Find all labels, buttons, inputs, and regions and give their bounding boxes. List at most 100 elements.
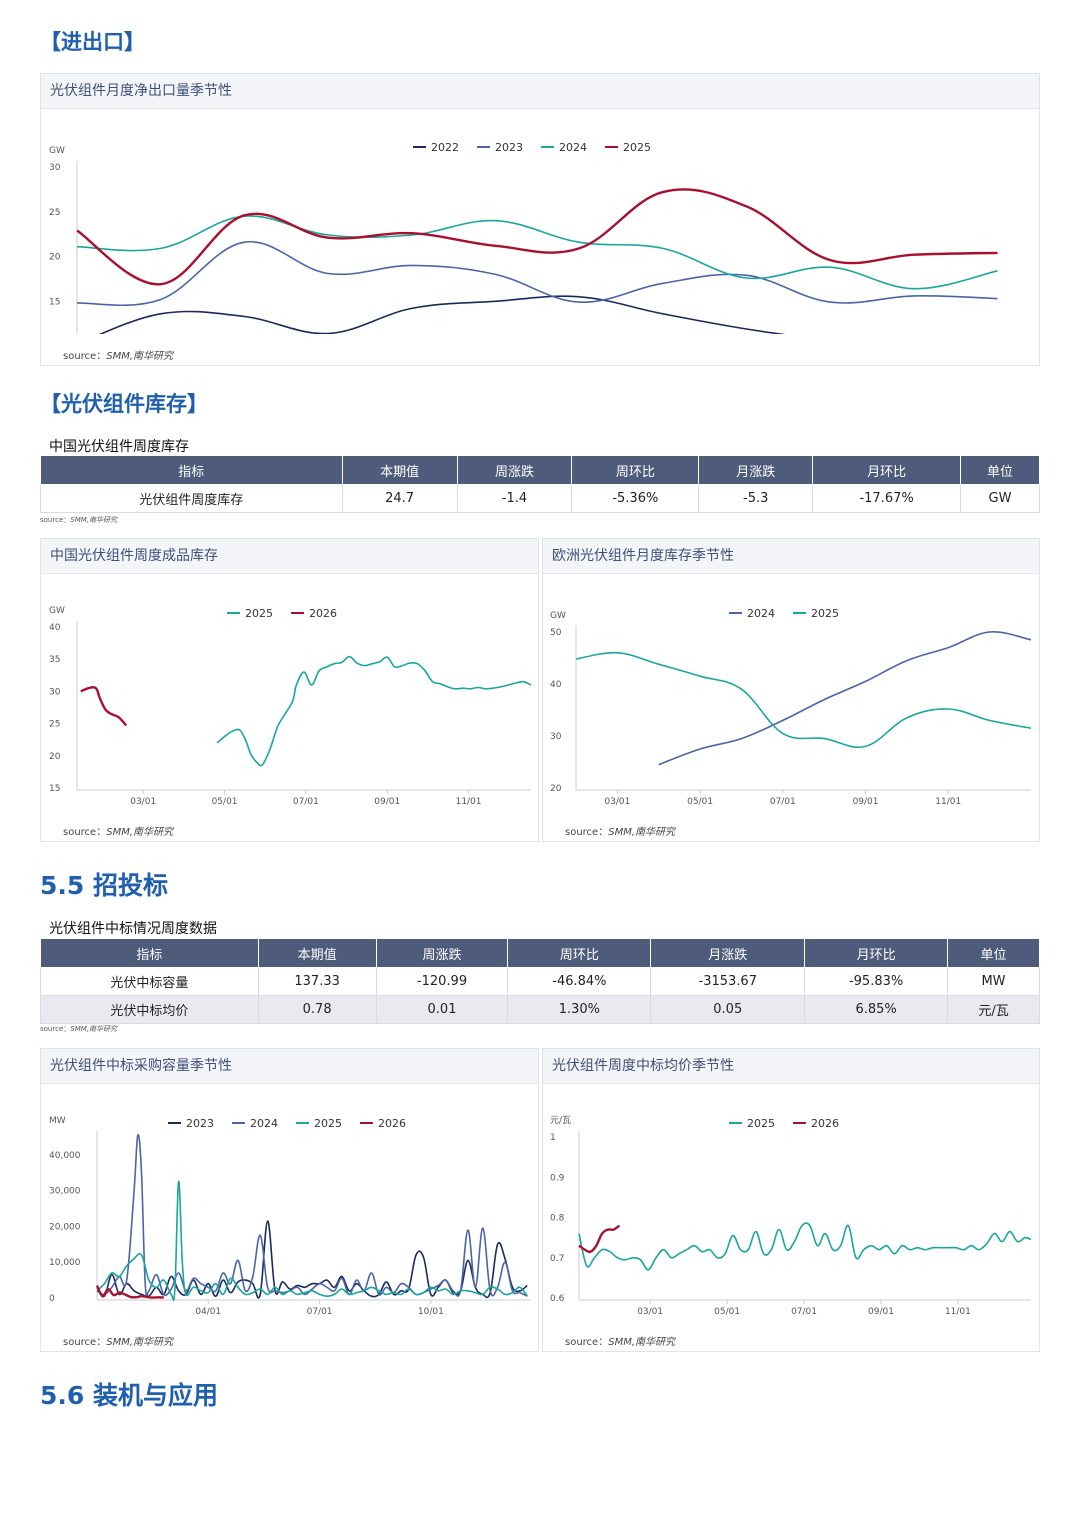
table-cell: 24.7: [341, 484, 458, 513]
y-tick-label: 40,000: [49, 1151, 81, 1161]
y-tick-label: 50: [550, 628, 562, 638]
table-cell: 6.85%: [804, 995, 949, 1024]
x-tick-label: 11/01: [935, 797, 961, 807]
x-tick-label: 07/01: [307, 1307, 333, 1317]
legend-label: 2025: [623, 141, 651, 154]
x-tick-label: 09/01: [853, 797, 879, 807]
eu-inventory-chart-panel: 欧洲光伏组件月度库存季节性 GW 20 30 40 50 03/01 05/01 07/01 0…: [542, 538, 1040, 842]
bid-table-source: source：SMM,南华研究: [40, 1025, 117, 1033]
series-line-2022: [98, 295, 786, 334]
table-cell: -46.84%: [507, 967, 652, 996]
chart-title: 欧洲光伏组件月度库存季节性: [543, 539, 1039, 574]
y-tick-label: 15: [49, 784, 60, 794]
y-tick-label: 30: [49, 163, 61, 173]
x-tick-label: 03/01: [130, 797, 156, 807]
legend-label: 2023: [186, 1117, 214, 1130]
y-tick-label: 20: [49, 253, 61, 263]
y-axis-unit: GW: [550, 611, 566, 621]
y-tick-label: 20,000: [49, 1222, 81, 1232]
x-tick-label: 07/01: [770, 797, 796, 807]
x-tick-label: 05/01: [714, 1307, 740, 1317]
header-cell: 指标: [40, 455, 343, 485]
legend-label: 2025: [811, 607, 839, 620]
y-tick-label: 15: [49, 297, 60, 307]
legend-label: 2024: [747, 607, 775, 620]
x-tick-label: 04/01: [195, 1307, 221, 1317]
table-row: 光伏中标容量 137.33 -120.99 -46.84% -3153.67 -…: [40, 967, 1040, 996]
table-cell: 1.30%: [507, 995, 652, 1024]
inventory-table: 指标 本期值 周涨跌 周环比 月涨跌 月环比 单位 光伏组件周度库存 24.7 …: [40, 455, 1040, 513]
series-line-2026: [80, 686, 128, 727]
legend-label: 2024: [250, 1117, 278, 1130]
source-note: source：SMM,南华研究: [63, 827, 174, 838]
series-line-2025: [216, 655, 532, 767]
header-cell: 月涨跌: [698, 455, 814, 485]
series-line-2024: [96, 1134, 528, 1297]
y-tick-label: 0.9: [550, 1173, 565, 1183]
section-title-install: 5.6 装机与应用: [40, 1381, 218, 1410]
series-line-2023: [76, 240, 998, 307]
legend-label: 2026: [309, 607, 337, 620]
cn-inventory-chart-panel: 中国光伏组件周度成品库存 GW 15 20 25 30 35 40 03/01 05/01 07/…: [40, 538, 539, 842]
header-cell: 月环比: [804, 938, 949, 968]
y-tick-label: 30: [49, 687, 61, 697]
table-cell: 光伏组件周度库存: [40, 484, 343, 513]
series-line-2025: [575, 651, 1032, 749]
bid-price-chart: 元/瓦 0.6 0.7 0.8 0.9 1 03/01 05/01 07/01 09/01 11/0…: [550, 1115, 1032, 1317]
export-chart: GW101520253002/0103/0104/0105/0106/0107/…: [49, 141, 998, 334]
table-cell: GW: [960, 484, 1040, 513]
y-tick-label: 25: [49, 208, 60, 218]
bid-volume-chart: MW 0 10,000 20,000 30,000 40,000 04/01 07/01 10/…: [49, 1116, 531, 1317]
series-line-2024: [658, 631, 1032, 766]
source-note: source：SMM,南华研究: [565, 1337, 676, 1348]
header-cell: 本期值: [257, 938, 377, 968]
table-cell: 光伏中标均价: [40, 995, 259, 1024]
legend-label: 2026: [378, 1117, 406, 1130]
eu-inventory-chart: GW 20 30 40 50 03/01 05/01 07/01 09/01 11/01 2024 2…: [550, 607, 1032, 807]
y-tick-label: 25: [49, 720, 60, 730]
y-axis-unit: GW: [49, 146, 65, 156]
y-tick-label: 35: [49, 655, 60, 665]
series-line-2026: [578, 1224, 621, 1254]
table-row: 光伏中标均价 0.78 0.01 1.30% 0.05 6.85% 元/瓦: [40, 995, 1040, 1024]
series-line-2025: [96, 1180, 528, 1301]
section-title-trade: 【进出口】: [40, 30, 145, 54]
source-note: source：SMM,南华研究: [63, 1337, 174, 1348]
table-cell: -17.67%: [812, 484, 962, 513]
legend-label: 2026: [811, 1117, 839, 1130]
table-cell: 光伏中标容量: [40, 967, 259, 996]
legend-label: 2022: [431, 141, 459, 154]
table-cell: 137.33: [257, 967, 377, 996]
bid-volume-chart-panel: 光伏组件中标采购容量季节性 MW 0 10,000 20,000 30,000 40,00…: [40, 1048, 539, 1352]
series-line-2024: [76, 215, 998, 290]
table-cell: -95.83%: [804, 967, 949, 996]
legend-label: 2023: [495, 141, 523, 154]
legend-label: 2025: [314, 1117, 342, 1130]
y-axis-unit: 元/瓦: [550, 1115, 571, 1126]
x-tick-label: 11/01: [456, 797, 482, 807]
table-header-row: 指标 本期值 周涨跌 周环比 月涨跌 月环比 单位: [40, 455, 1040, 485]
y-tick-label: 10,000: [49, 1258, 81, 1268]
header-cell: 月环比: [812, 455, 962, 485]
table-cell: 元/瓦: [947, 995, 1040, 1024]
legend-label: 2025: [245, 607, 273, 620]
header-cell: 周涨跌: [375, 938, 509, 968]
table-cell: 0.01: [375, 995, 509, 1024]
section-title-bidding: 5.5 招投标: [40, 871, 168, 900]
series-line-2025: [578, 1222, 1032, 1271]
legend-label: 2025: [747, 1117, 775, 1130]
table-cell: -1.4: [456, 484, 573, 513]
bid-table-title: 光伏组件中标情况周度数据: [49, 921, 217, 937]
y-tick-label: 0.8: [550, 1214, 565, 1224]
x-tick-label: 03/01: [604, 797, 630, 807]
table-cell: -5.36%: [571, 484, 700, 513]
x-tick-label: 09/01: [868, 1307, 894, 1317]
y-tick-label: 30: [550, 732, 562, 742]
table-row: 光伏组件周度库存 24.7 -1.4 -5.36% -5.3 -17.67% G…: [40, 484, 1040, 513]
x-tick-label: 07/01: [293, 797, 319, 807]
y-tick-label: 0.7: [550, 1254, 564, 1264]
x-tick-label: 11/01: [945, 1307, 971, 1317]
table-header-row: 指标 本期值 周涨跌 周环比 月涨跌 月环比 单位: [40, 938, 1040, 968]
y-tick-label: 20: [550, 784, 562, 794]
x-tick-label: 07/01: [791, 1307, 817, 1317]
